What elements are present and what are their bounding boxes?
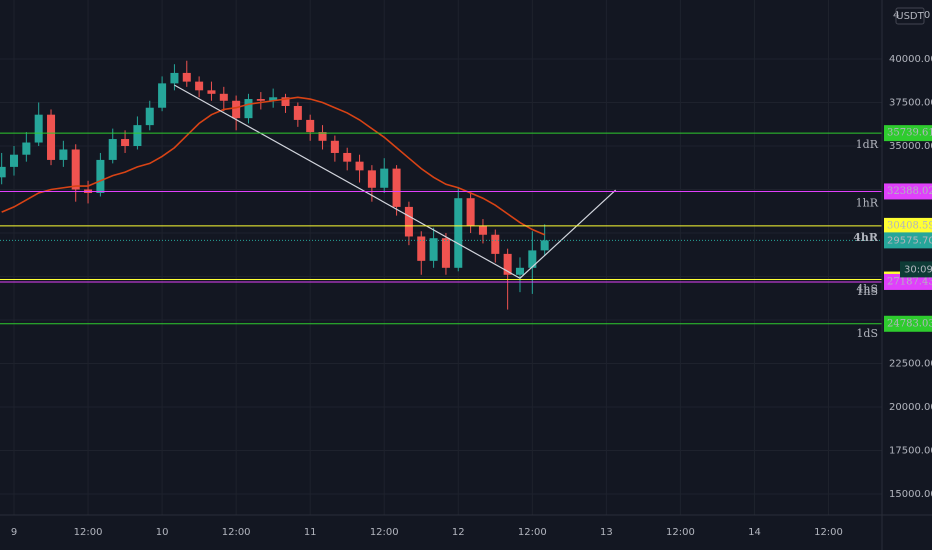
level-name: 1dR	[856, 138, 879, 151]
candle-body	[318, 132, 327, 141]
candle-body	[306, 119, 315, 133]
candle-body	[22, 142, 31, 155]
candle-body	[121, 139, 130, 147]
candle-body	[429, 238, 438, 261]
y-tick-label: 22500.00	[889, 358, 932, 369]
price-axis: 15000.0017500.0020000.0022500.0025000.00…	[884, 54, 932, 500]
candle-body	[466, 198, 475, 227]
candle-body	[158, 83, 167, 108]
candle-body	[404, 206, 413, 237]
candle-body	[515, 267, 524, 275]
level-name: 4hR	[853, 231, 879, 244]
candle-body	[244, 99, 253, 119]
candle-body	[195, 81, 204, 91]
candle-body	[9, 154, 19, 167]
x-tick-label: 12	[452, 527, 465, 538]
y-tick-label: 35000.00	[889, 141, 932, 152]
candle-body	[133, 125, 142, 147]
level-price: 32388.02	[887, 186, 932, 197]
candle-body	[392, 168, 401, 207]
level-tag	[884, 217, 932, 234]
x-tick-label: 14	[748, 527, 761, 538]
level-name: 4hS	[856, 283, 878, 296]
candle-body	[417, 236, 426, 261]
candle-body	[0, 166, 6, 178]
x-tick-label: 12:00	[370, 527, 399, 538]
candle-body	[96, 159, 105, 193]
countdown-tag	[900, 261, 932, 278]
trendline	[174, 84, 617, 279]
candle-body	[170, 72, 179, 84]
x-tick-label: 12:00	[74, 527, 103, 538]
candle-body	[145, 107, 154, 126]
candle-body	[281, 97, 290, 106]
candle-body	[59, 149, 68, 160]
x-tick-label: 12:00	[222, 527, 251, 538]
x-tick-label: 9	[11, 527, 17, 538]
candle-body	[256, 99, 265, 101]
level-price: 30408.59	[887, 220, 932, 231]
x-tick-label: 10	[156, 527, 169, 538]
level-tag	[884, 315, 932, 332]
candle-body	[71, 149, 80, 190]
y-tick-label: 15000.00	[889, 489, 932, 500]
currency[interactable]: USDT	[896, 11, 924, 22]
price-tag	[884, 232, 932, 249]
candle-body	[108, 139, 117, 160]
x-tick-label: 12:00	[518, 527, 547, 538]
x-tick-label: 13	[600, 527, 613, 538]
candle-body	[34, 114, 43, 143]
candle-body	[47, 114, 56, 160]
y-tick-label: 40000.00	[889, 54, 932, 65]
candle-body	[503, 253, 512, 275]
candle-body	[232, 100, 241, 119]
level-name: 1dS	[856, 327, 878, 340]
candle-body	[207, 90, 216, 94]
candle-body	[441, 238, 450, 268]
corner-mark: 0	[924, 10, 930, 21]
currency-box[interactable]	[895, 7, 925, 25]
level-tag	[884, 273, 932, 290]
x-tick-label: 11	[304, 527, 317, 538]
level-tag	[884, 125, 932, 142]
x-tick-label: 12:00	[814, 527, 843, 538]
candle-body	[219, 93, 228, 101]
candle-body	[454, 198, 463, 268]
candle-body	[182, 72, 191, 82]
candle-body	[343, 152, 352, 162]
level-price: 24783.03	[887, 318, 932, 329]
y-tick-label: 37500.00	[889, 98, 932, 109]
price-label: 29575.70	[887, 235, 932, 246]
candle-body	[367, 170, 376, 188]
y-tick-label: 20000.00	[889, 402, 932, 413]
candle-body	[491, 234, 500, 254]
candle-body	[355, 161, 364, 171]
y-tick-label: 17500.00	[889, 445, 932, 456]
candle-body	[330, 140, 339, 153]
candle-body	[293, 105, 302, 120]
level-name: 1hR	[856, 196, 879, 209]
countdown: 30:09	[904, 264, 932, 275]
level-price: 27187.43	[887, 276, 932, 287]
candle-body	[269, 97, 278, 101]
moving-average	[1, 96, 545, 236]
candle-body	[528, 250, 537, 268]
x-tick-label: 12:00	[666, 527, 695, 538]
candle-body	[380, 168, 389, 188]
candle-body	[478, 226, 487, 235]
level-tag	[884, 183, 932, 200]
level-name: 1hS	[856, 285, 878, 298]
level-price: 35739.61	[887, 128, 932, 139]
candle-body	[540, 240, 549, 251]
